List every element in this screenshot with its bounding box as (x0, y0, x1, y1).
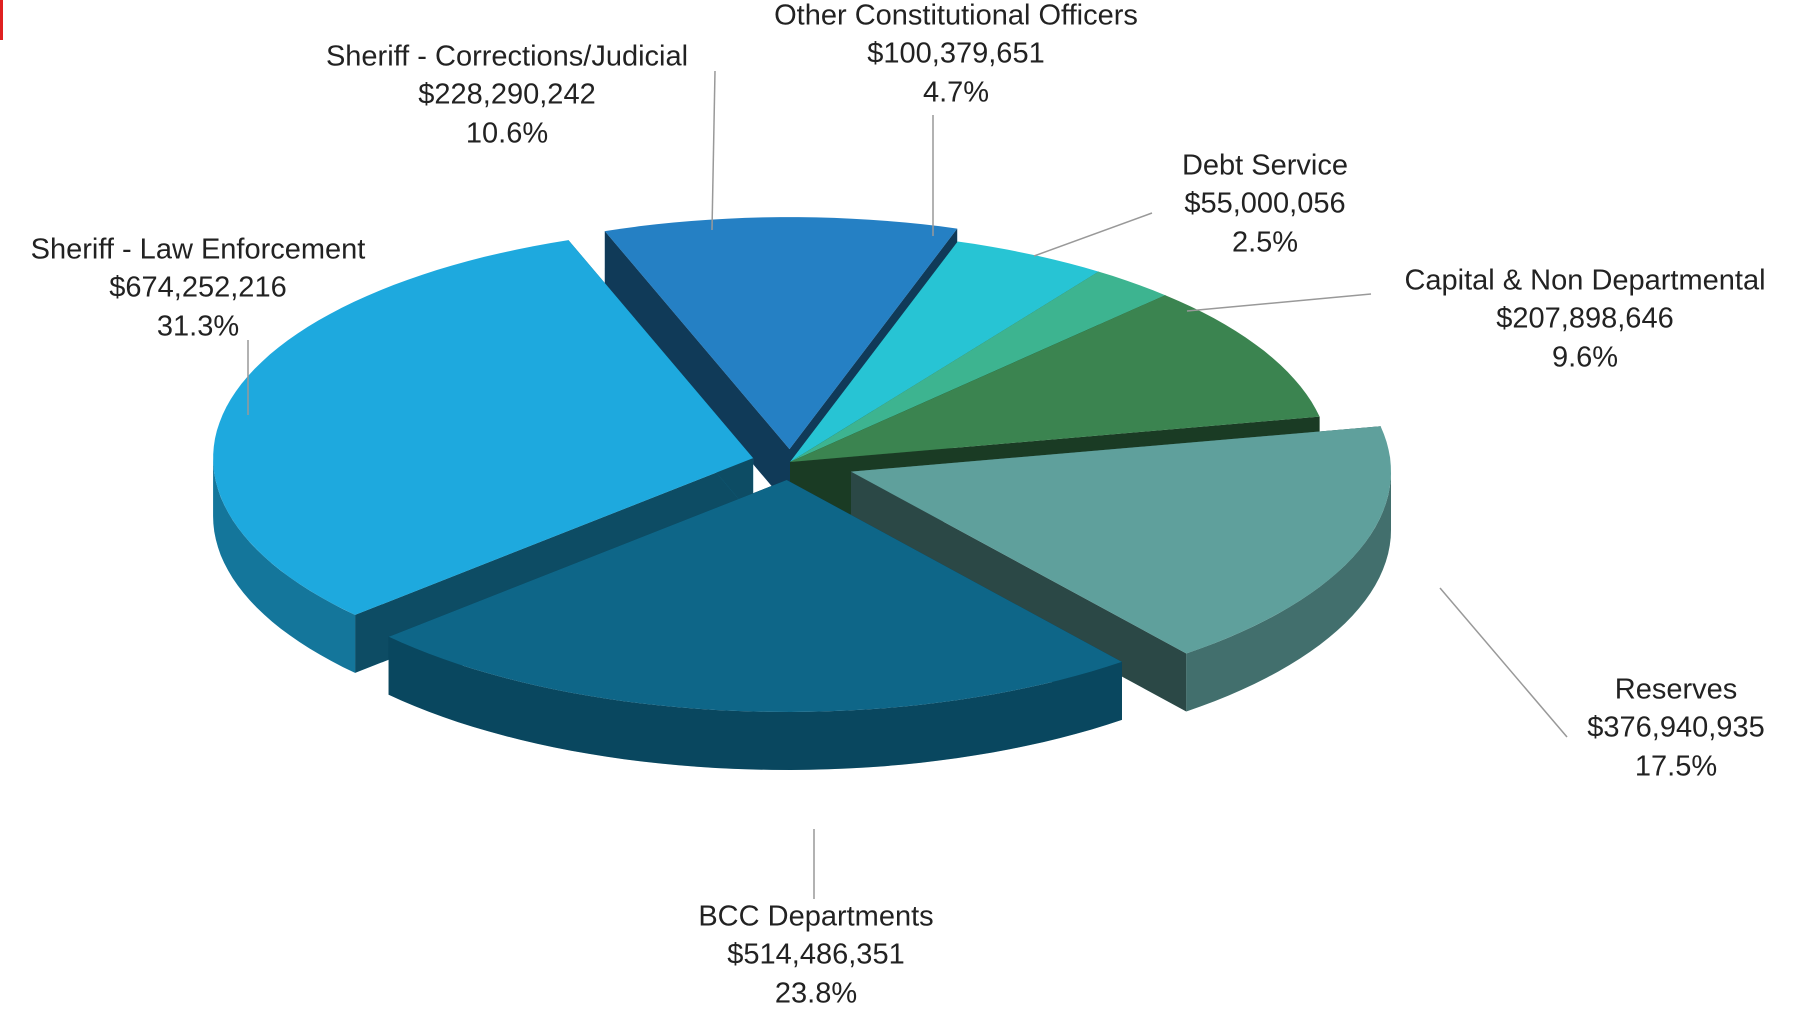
label-name: Sheriff - Corrections/Judicial (326, 41, 688, 73)
label-value: $514,486,351 (727, 939, 904, 971)
wedge (790, 271, 1166, 462)
labels: Sheriff - Corrections/Judicial $228,290,2… (31, 0, 1766, 1010)
wedge (604, 217, 958, 450)
wedge (790, 295, 1320, 462)
label-percent: 2.5% (1232, 227, 1298, 259)
label-name: Other Constitutional Officers (774, 0, 1138, 32)
label-name: BCC Departments (698, 901, 933, 933)
wedge (790, 241, 1099, 462)
wedge-wall (388, 636, 1122, 770)
label-value: $100,379,651 (867, 38, 1044, 70)
label-name: Sheriff - Law Enforcement (31, 234, 366, 266)
label-value: $376,940,935 (1587, 712, 1764, 744)
leader-line (711, 70, 716, 231)
wedge (213, 240, 754, 615)
label-percent: 17.5% (1635, 751, 1717, 783)
label-name: Reserves (1615, 674, 1738, 706)
label-value: $228,290,242 (418, 79, 595, 111)
label-value: $674,252,216 (109, 272, 286, 304)
label-percent: 9.6% (1552, 342, 1618, 374)
leader-line (1439, 587, 1568, 738)
corner-mark (0, 0, 3, 40)
label-value: $207,898,646 (1496, 303, 1673, 335)
label-percent: 10.6% (466, 118, 548, 150)
label-value: $55,000,056 (1184, 188, 1345, 220)
label-percent: 4.7% (923, 77, 989, 109)
label-percent: 23.8% (775, 978, 857, 1010)
label-percent: 31.3% (157, 311, 239, 343)
wedge-wall (213, 458, 356, 673)
wedge (388, 480, 1122, 712)
leader-line (1033, 212, 1153, 257)
wedge-wall-shade (388, 636, 1122, 770)
wedge-wall-shade (1186, 471, 1391, 712)
label-name: Debt Service (1182, 150, 1348, 182)
pie (213, 217, 1391, 770)
wedge (851, 426, 1391, 654)
wedge-wall (1186, 471, 1391, 712)
leader-line (1186, 293, 1372, 312)
wedge-side-shade (604, 231, 790, 508)
wedge-wall-shade (213, 458, 356, 673)
label-name: Capital & Non Departmental (1404, 265, 1765, 297)
